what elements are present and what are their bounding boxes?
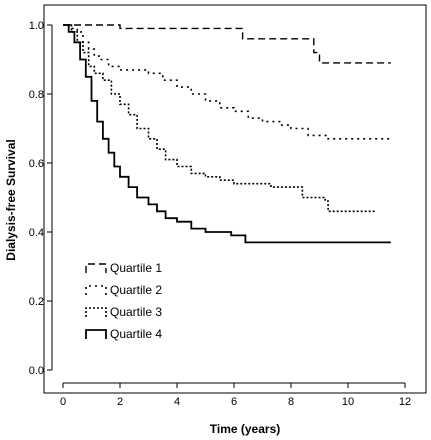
- x-tick-label: 0: [60, 396, 66, 408]
- plot-frame: [43, 4, 427, 394]
- series-line-quartile-2: [63, 24, 391, 140]
- y-tick-label: 0.4: [29, 227, 44, 239]
- x-tick-label: 10: [342, 396, 354, 408]
- series-line-quartile-1: [63, 24, 391, 64]
- y-tick-label: 0.0: [29, 365, 44, 377]
- series-line-quartile-4: [63, 24, 391, 244]
- y-axis-title: Dialysis-free Survival: [4, 139, 18, 260]
- x-tick-label: 12: [399, 396, 411, 408]
- y-tick-label: 0.8: [29, 89, 44, 101]
- x-tick-label: 6: [231, 396, 237, 408]
- legend-label-quartile-4: Quartile 4: [110, 327, 162, 341]
- legend-swatch-quartile-1: [85, 263, 107, 273]
- x-axis-title: Time (years): [210, 422, 280, 436]
- x-tick-label: 2: [117, 396, 123, 408]
- x-tick-label: 4: [174, 396, 180, 408]
- legend-swatch-quartile-2: [85, 285, 107, 295]
- y-tick-label: 0.6: [29, 158, 44, 170]
- legend-swatch-quartile-4: [85, 329, 107, 339]
- legend-swatch-quartile-3: [85, 307, 107, 317]
- legend: Quartile 1 Quartile 2 Quartile 3 Quartile 4: [85, 261, 162, 341]
- legend-label-quartile-3: Quartile 3: [110, 305, 162, 319]
- axes: 0 2 4 6 8 10 12 0.0 0.2 0.4 0.6 0.8 1.0: [29, 20, 411, 408]
- y-tick-label: 1.0: [29, 20, 44, 32]
- series-line-quartile-3: [63, 24, 377, 213]
- legend-label-quartile-1: Quartile 1: [110, 261, 162, 275]
- x-tick-label: 8: [288, 396, 294, 408]
- y-tick-label: 0.2: [29, 296, 44, 308]
- series-layer: [63, 24, 391, 244]
- legend-label-quartile-2: Quartile 2: [110, 283, 162, 297]
